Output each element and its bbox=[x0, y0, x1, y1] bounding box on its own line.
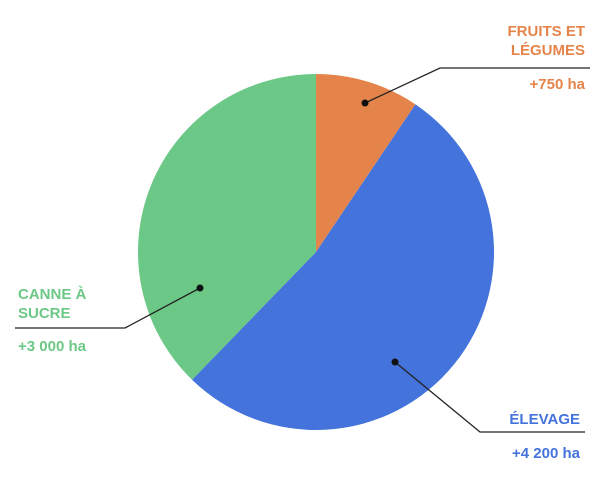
pie-slice bbox=[192, 104, 494, 431]
leader-line bbox=[364, 67, 590, 104]
value-label: +750 ha bbox=[529, 76, 585, 93]
slice-label: FRUITS ET LÉGUMES bbox=[507, 23, 586, 59]
value-label: +3 000 ha bbox=[18, 338, 86, 355]
pie-slice bbox=[316, 74, 416, 252]
leader-line bbox=[394, 361, 585, 433]
leader-dot bbox=[391, 358, 399, 366]
leader-dot bbox=[196, 284, 204, 292]
pie-slice bbox=[137, 73, 316, 380]
leader-line bbox=[15, 287, 201, 329]
leader-dot bbox=[361, 99, 369, 107]
value-label: +4 200 ha bbox=[512, 445, 580, 462]
slice-label: ÉLEVAGE bbox=[509, 411, 580, 428]
slice-label: CANNE À SUCRE bbox=[18, 286, 87, 322]
